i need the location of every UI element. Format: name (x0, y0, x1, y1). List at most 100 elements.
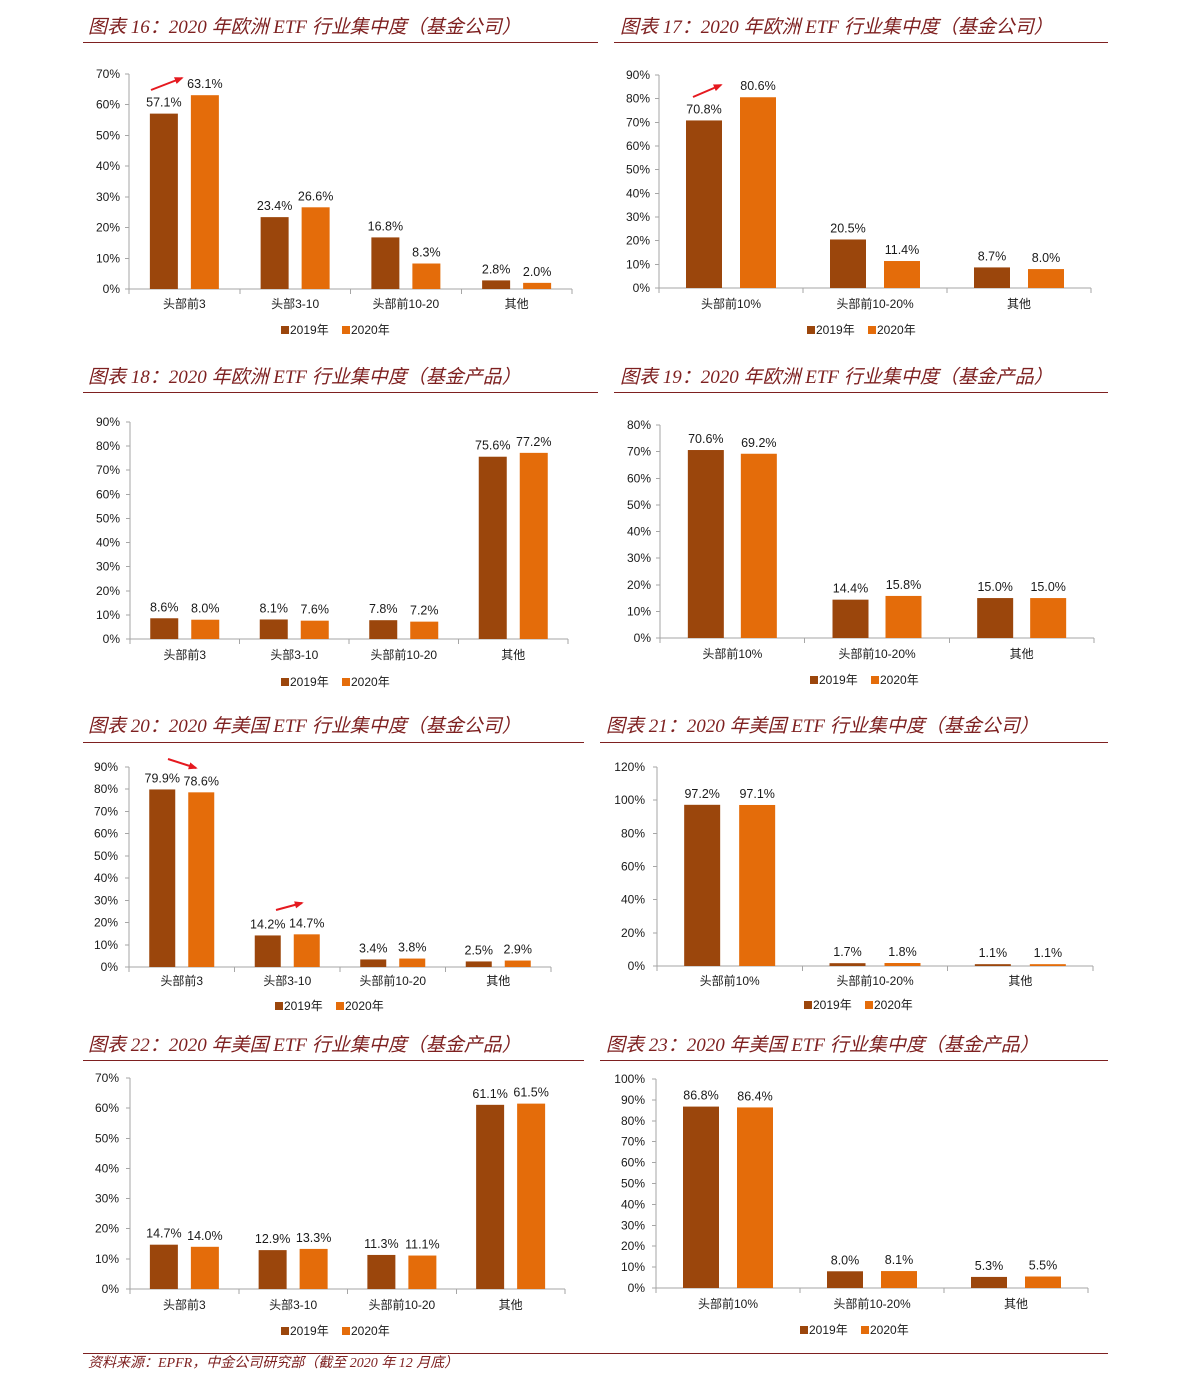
annotation-layer (150, 77, 723, 911)
y-tick-label: 20% (626, 234, 650, 248)
y-tick-label: 90% (621, 1093, 645, 1107)
bar (360, 959, 387, 967)
data-label: 2.0% (523, 265, 552, 279)
data-label: 97.2% (684, 787, 719, 801)
bar (885, 595, 922, 638)
data-label: 8.7% (978, 249, 1007, 263)
data-label: 1.8% (888, 945, 917, 959)
y-tick-label: 80% (626, 92, 650, 106)
y-tick-label: 40% (621, 893, 645, 907)
bar (408, 1255, 437, 1289)
highlight-arrow (167, 758, 198, 770)
legend-label: 2019年 (290, 323, 329, 337)
legend-swatch (865, 1001, 873, 1009)
y-tick-label: 60% (621, 1156, 645, 1170)
y-tick-label: 90% (94, 760, 118, 774)
bar (686, 120, 722, 288)
x-tick-label: 头部前10-20% (838, 646, 916, 661)
bar (832, 599, 869, 638)
chart-title: 图表 22：2020 年美国 ETF 行业集中度（基金产品） (88, 1035, 521, 1056)
y-tick-label: 10% (621, 1260, 645, 1274)
y-tick-label: 100% (614, 1072, 645, 1086)
chart-title: 图表 16：2020 年欧洲 ETF 行业集中度（基金公司） (88, 17, 521, 38)
bar-chart: 0% 10% 20% 30% 40% 50% 60% 70% 80% 90% 100% 头部前10% 8… (614, 1072, 1089, 1337)
y-tick-label: 20% (621, 926, 645, 940)
highlight-arrow (275, 901, 304, 911)
bar (482, 280, 511, 289)
bar (1025, 1276, 1061, 1288)
data-label: 14.4% (833, 582, 868, 596)
title-rule (83, 1060, 584, 1061)
y-tick-label: 70% (627, 445, 651, 459)
bar (149, 113, 178, 289)
y-tick-label: 70% (94, 804, 118, 818)
bar (369, 620, 398, 639)
data-label: 86.8% (683, 1089, 718, 1103)
bar (412, 263, 441, 289)
legend-label: 2020年 (880, 673, 919, 687)
data-label: 1.1% (1034, 946, 1063, 960)
y-tick-label: 90% (626, 68, 650, 82)
bar (517, 1103, 546, 1289)
y-tick-label: 50% (627, 498, 651, 512)
y-tick-label: 80% (627, 418, 651, 432)
bar (971, 1276, 1007, 1288)
legend-swatch (861, 1326, 869, 1334)
y-tick-label: 20% (94, 916, 118, 930)
y-tick-label: 50% (94, 849, 118, 863)
bar (881, 1271, 917, 1288)
x-tick-label: 头部前10% (700, 973, 760, 988)
bar (977, 598, 1014, 638)
legend-label: 2019年 (819, 673, 858, 687)
x-tick-label: 头部前10-20 (370, 647, 437, 662)
legend-swatch (281, 678, 289, 686)
bar (301, 207, 330, 289)
x-tick-label: 其他 (1007, 297, 1031, 311)
data-label: 2.8% (482, 262, 511, 276)
x-tick-label: 头部前10-20% (836, 296, 914, 311)
data-label: 2.9% (504, 943, 533, 957)
highlight-arrow (692, 84, 723, 98)
y-tick-label: 30% (96, 560, 120, 574)
y-tick-label: 10% (96, 251, 120, 265)
bar (740, 97, 776, 288)
x-tick-label: 头部3-10 (269, 1297, 317, 1312)
data-label: 7.6% (301, 603, 330, 617)
legend-label: 2020年 (870, 1323, 909, 1337)
y-tick-label: 70% (96, 67, 120, 81)
bar (149, 1244, 178, 1289)
data-label: 1.1% (979, 946, 1008, 960)
y-tick-label: 60% (627, 471, 651, 485)
data-label: 8.6% (150, 600, 179, 614)
data-label: 69.2% (741, 436, 776, 450)
data-label: 3.8% (398, 941, 427, 955)
bar (258, 1250, 287, 1289)
x-tick-label: 头部前10-20 (369, 1297, 436, 1312)
data-label: 8.1% (260, 601, 289, 615)
bar (737, 1107, 773, 1288)
bar (830, 239, 866, 288)
legend-label: 2020年 (351, 323, 390, 337)
y-tick-label: 40% (94, 871, 118, 885)
bar (1028, 269, 1064, 288)
data-label: 15.8% (886, 578, 921, 592)
y-tick-label: 80% (621, 1114, 645, 1128)
y-tick-label: 120% (614, 760, 645, 774)
x-tick-label: 其他 (486, 974, 510, 988)
x-tick-label: 头部前3 (163, 296, 206, 311)
data-label: 3.4% (359, 941, 388, 955)
legend-swatch (281, 326, 289, 334)
bar (293, 934, 320, 967)
data-label: 13.3% (296, 1231, 331, 1245)
x-tick-label: 头部前3 (163, 647, 206, 662)
y-tick-label: 70% (96, 463, 120, 477)
data-label: 7.2% (410, 604, 439, 618)
y-tick-label: 30% (627, 551, 651, 565)
y-tick-label: 20% (621, 1239, 645, 1253)
x-tick-label: 其他 (499, 1298, 523, 1312)
y-tick-label: 70% (626, 115, 650, 129)
bar (884, 963, 921, 966)
x-tick-label: 头部前10-20% (833, 1296, 911, 1311)
x-tick-label: 头部3-10 (263, 973, 311, 988)
